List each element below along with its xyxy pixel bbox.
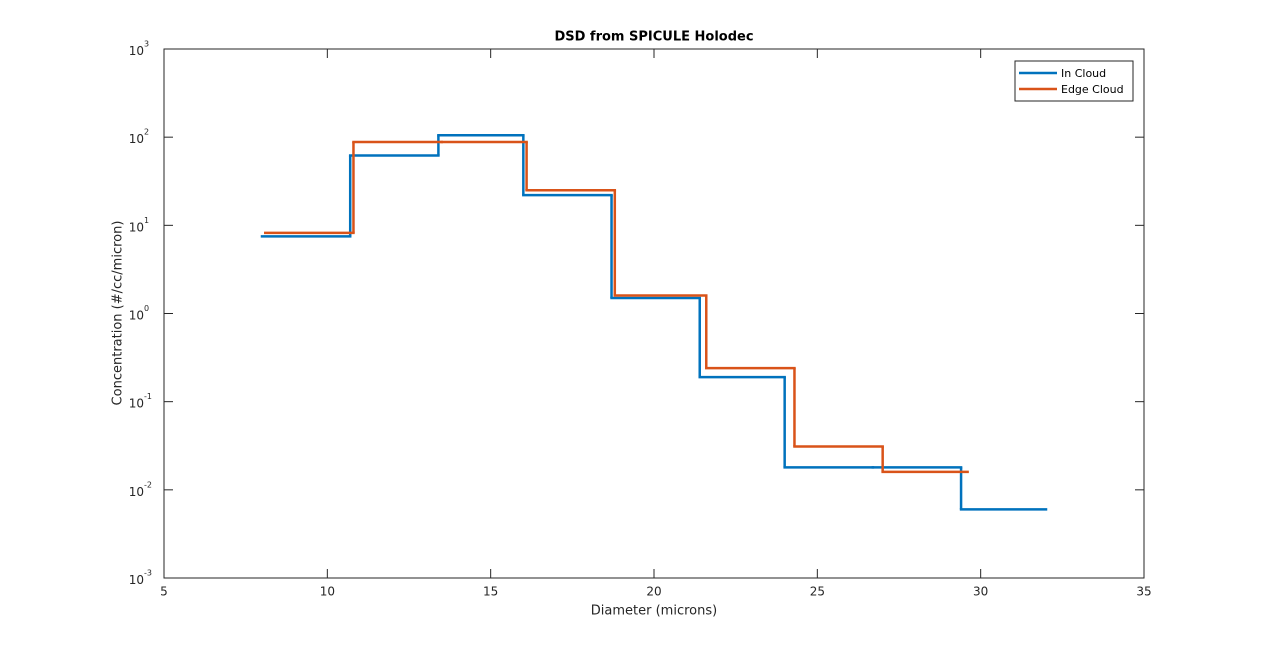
x-tick-label: 5 (160, 585, 168, 599)
y-tick-base: 10 (129, 573, 144, 587)
chart-title: DSD from SPICULE Holodec (554, 30, 753, 45)
y-tick-exponent: -2 (144, 480, 152, 489)
axes-box (163, 48, 1145, 579)
y-tick-label: 10 (129, 573, 144, 587)
y-tick-label: 10 (129, 44, 144, 58)
y-tick-exponent: 0 (144, 304, 149, 313)
x-axis-label: Diameter (microns) (591, 604, 717, 619)
x-tick-label: 10 (320, 585, 335, 599)
legend-label: Edge Cloud (1061, 83, 1124, 96)
y-axis-label: Concentration (#/cc/micron) (111, 221, 126, 406)
y-tick-exponent: -3 (144, 569, 152, 578)
y-tick-base: 10 (129, 44, 144, 58)
y-tick-label: 10 (129, 220, 144, 234)
y-tick-exponent: 2 (144, 128, 149, 137)
x-tick-label: 35 (1136, 585, 1151, 599)
y-tick-label: 10 (129, 396, 144, 410)
x-tick-label: 15 (483, 585, 498, 599)
y-tick-exponent: 1 (144, 216, 149, 225)
legend-box (1014, 60, 1134, 102)
y-tick-base: 10 (129, 220, 144, 234)
y-tick-exponent: -1 (144, 392, 152, 401)
y-tick-base: 10 (129, 132, 144, 146)
y-tick-base: 10 (129, 308, 144, 322)
x-tick-label: 30 (973, 585, 988, 599)
x-tick-label: 25 (810, 585, 825, 599)
x-tick-label: 20 (646, 585, 661, 599)
y-tick-label: 10 (129, 308, 144, 322)
legend-label: In Cloud (1061, 67, 1106, 80)
y-tick-base: 10 (129, 484, 144, 498)
y-tick-base: 10 (129, 396, 144, 410)
y-tick-label: 10 (129, 484, 144, 498)
y-tick-exponent: 3 (144, 40, 149, 49)
y-tick-label: 10 (129, 132, 144, 146)
